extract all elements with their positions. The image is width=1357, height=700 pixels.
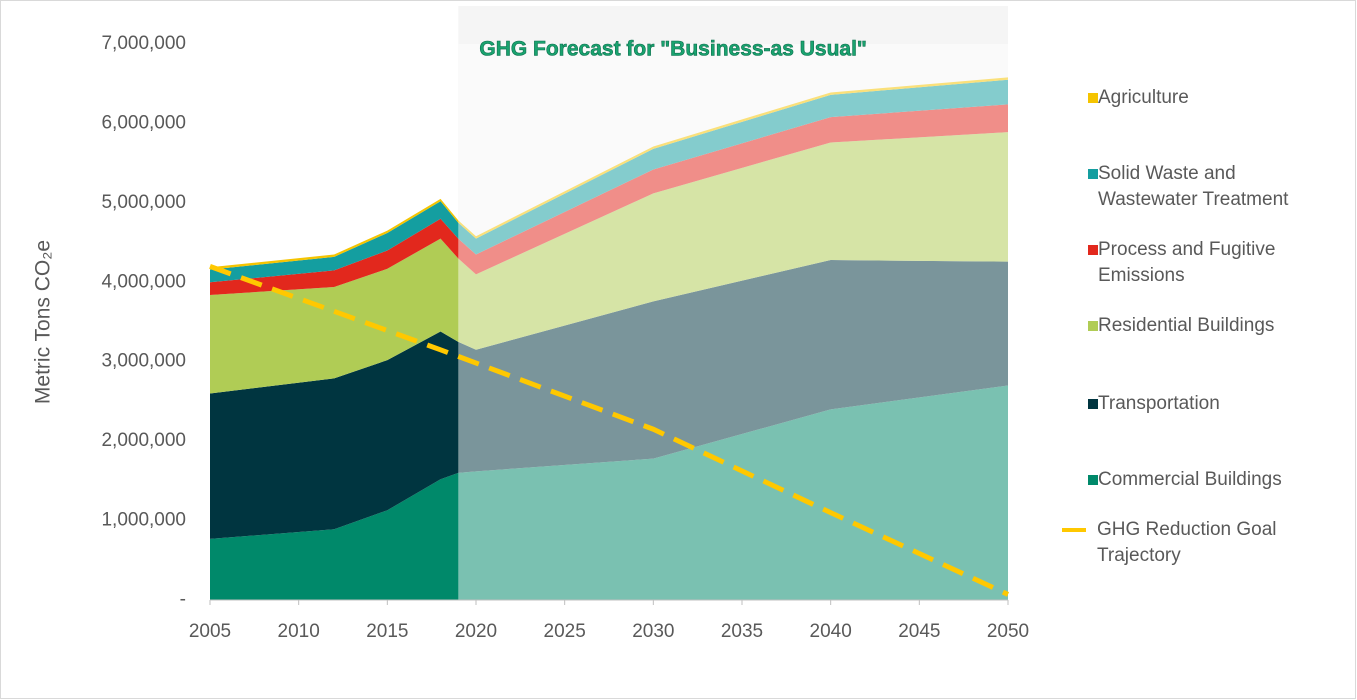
y-axis-label: Metric Tons CO₂e <box>32 240 55 404</box>
y-tick-label: 5,000,000 <box>101 192 186 213</box>
x-tick-label: 2015 <box>366 621 408 642</box>
y-tick-label: 3,000,000 <box>101 351 186 372</box>
x-tick-label: 2050 <box>987 621 1029 642</box>
y-tick-label: 4,000,000 <box>101 271 186 292</box>
area <box>210 260 1008 539</box>
x-tick-label: 2005 <box>189 621 231 642</box>
area <box>210 132 1008 394</box>
legend-line <box>1062 528 1086 532</box>
forecast-overlay <box>458 44 1008 600</box>
y-tick-label: - <box>180 589 186 610</box>
x-tick-label: 2045 <box>898 621 940 642</box>
legend-swatch <box>1088 245 1098 255</box>
legend-swatch <box>1088 475 1098 485</box>
legend-swatch <box>1088 399 1098 409</box>
area <box>210 104 1008 295</box>
x-tick-label: 2020 <box>455 621 497 642</box>
legend-label: Commercial Buildings <box>1098 469 1282 490</box>
x-tick-label: 2035 <box>721 621 763 642</box>
legend-label: Residential Buildings <box>1098 315 1275 336</box>
goal-line <box>209 264 1010 597</box>
legend-label: Agriculture <box>1098 87 1189 108</box>
y-tick-label: 1,000,000 <box>101 510 186 531</box>
forecast-label: GHG Forecast for "Business-as Usual" <box>479 38 867 61</box>
y-tick-label: 2,000,000 <box>101 430 186 451</box>
area <box>210 79 1008 283</box>
x-tick-label: 2010 <box>278 621 320 642</box>
legend-swatch <box>1088 321 1098 331</box>
legend-swatch <box>1088 93 1098 103</box>
x-tick-label: 2025 <box>544 621 586 642</box>
y-tick-label: 6,000,000 <box>101 112 186 133</box>
x-tick-label: 2040 <box>810 621 852 642</box>
legend-swatch <box>1088 169 1098 179</box>
y-tick-label: 7,000,000 <box>101 33 186 54</box>
legend-label: GHG Reduction Goal Trajectory <box>1097 519 1277 566</box>
legend-label: Solid Waste and Wastewater Treatment <box>1098 163 1289 210</box>
area <box>210 385 1008 600</box>
legend-label: Transportation <box>1098 393 1220 414</box>
legend-label: Process and Fugitive Emissions <box>1098 239 1276 286</box>
x-tick-label: 2030 <box>632 621 674 642</box>
